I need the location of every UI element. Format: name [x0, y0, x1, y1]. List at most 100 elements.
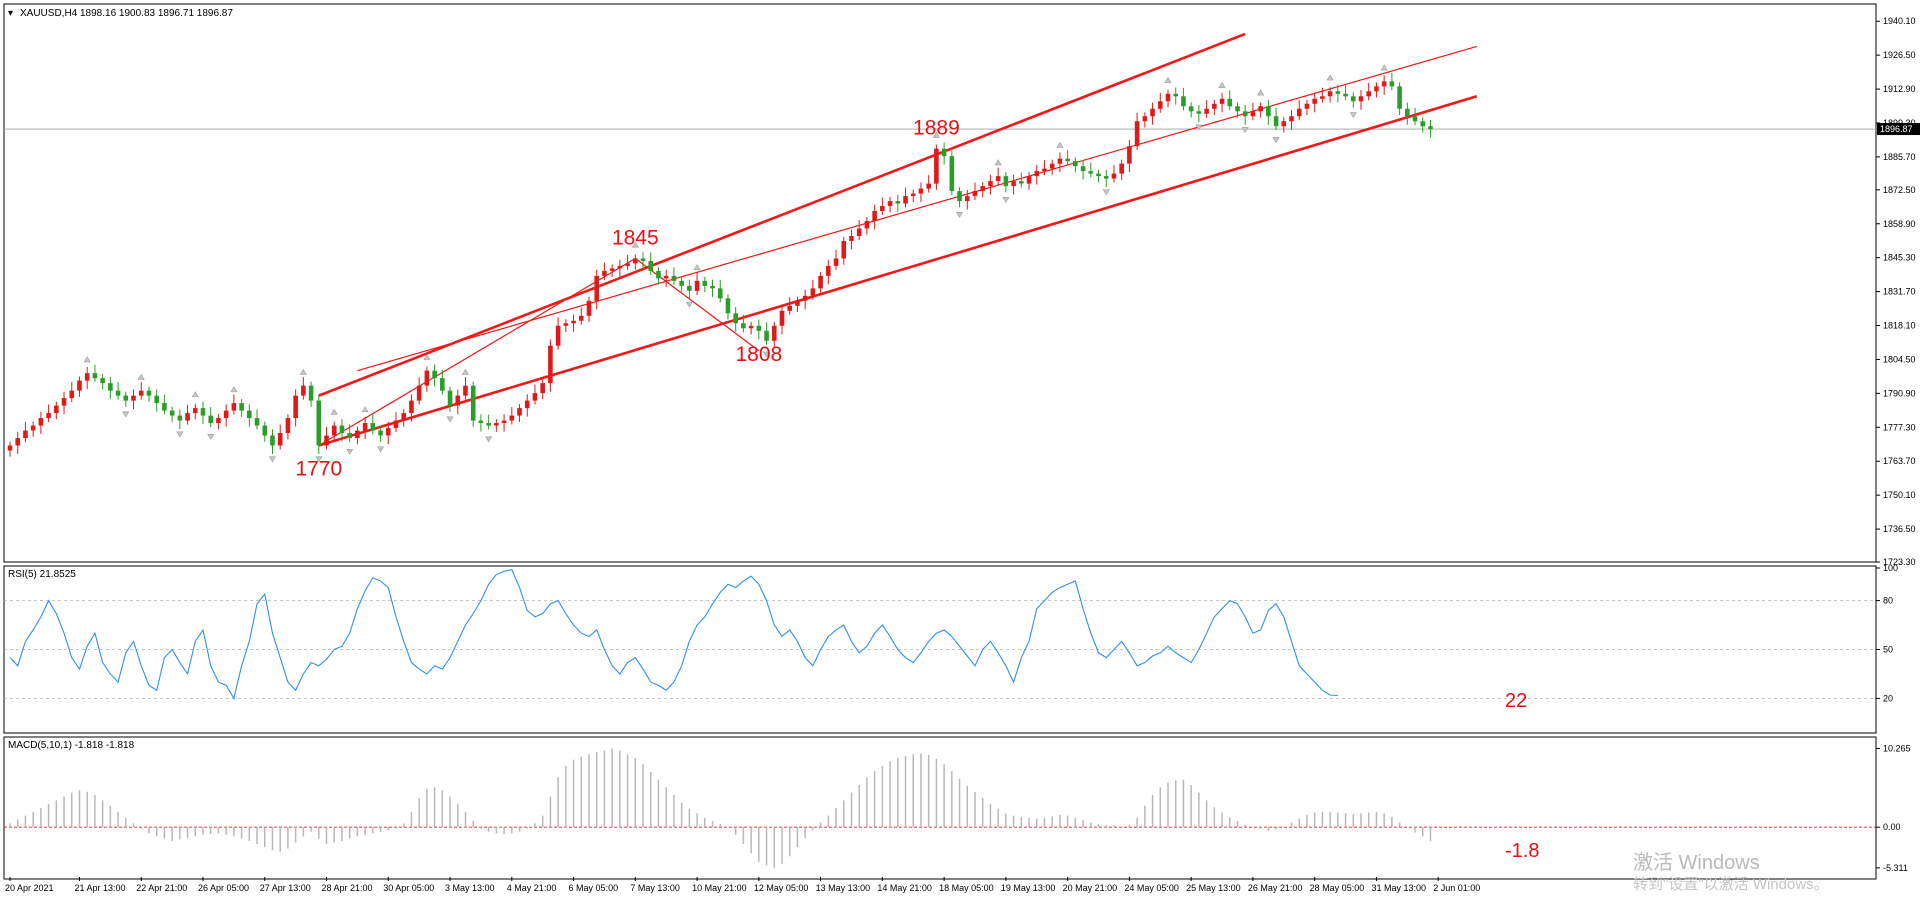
fractal-up-marker — [423, 353, 431, 360]
candle-body — [972, 191, 978, 197]
candle-body — [216, 418, 221, 424]
candle-body — [177, 415, 183, 421]
y-tick-label: 1912.90 — [1883, 84, 1916, 94]
candle-body — [494, 423, 499, 426]
candle-body — [787, 305, 793, 311]
candle-body — [38, 418, 44, 426]
x-tick-label: 26 Apr 05:00 — [198, 883, 249, 893]
candle-body — [1389, 81, 1395, 87]
candle-body — [1219, 98, 1225, 104]
fractal-up-marker — [1218, 81, 1226, 88]
price-marker-label: 1770 — [295, 458, 342, 481]
activation-watermark-line1: 激活 Windows — [1633, 851, 1760, 874]
candle-body — [308, 385, 314, 401]
candle-body — [239, 403, 244, 411]
candles — [7, 64, 1433, 463]
candle-body — [1296, 108, 1302, 117]
x-tick-label: 22 Apr 21:00 — [136, 883, 187, 893]
candle-body — [131, 395, 136, 401]
candle-body — [1142, 116, 1148, 122]
candle-body — [1011, 181, 1016, 187]
fractal-down-marker — [485, 436, 493, 443]
candle-body — [339, 425, 345, 434]
candle-body — [1428, 126, 1433, 130]
fractal-down-marker — [1349, 112, 1357, 119]
candle-body — [679, 280, 684, 286]
y-tick-label: 1790.90 — [1883, 388, 1916, 398]
candle-body — [532, 393, 538, 401]
candle-body — [486, 423, 491, 426]
candle-body — [1350, 96, 1356, 102]
candle-body — [849, 235, 854, 241]
x-tick-label: 20 May 21:00 — [1063, 883, 1118, 893]
candle-body — [247, 410, 252, 419]
x-tick-label: 7 May 13:00 — [630, 883, 680, 893]
candle-body — [501, 420, 507, 424]
candle-body — [1281, 121, 1287, 127]
candle-body — [1157, 101, 1163, 109]
x-tick-label: 3 May 13:00 — [445, 883, 495, 893]
candle-body — [1420, 121, 1426, 127]
candle-body — [1188, 106, 1194, 112]
candle-body — [1320, 96, 1325, 99]
x-tick-label: 25 May 13:00 — [1186, 883, 1241, 893]
x-tick-label: 12 May 05:00 — [754, 883, 809, 893]
candle-body — [347, 433, 352, 439]
axes: 1940.10 1926.50 1912.90 1899.30 1885.70 1872.… — [5, 16, 1920, 893]
candle-body — [301, 385, 306, 396]
chevron-down-icon[interactable]: ▾ — [8, 8, 13, 19]
candle-body — [517, 408, 522, 416]
candle-body — [1312, 98, 1317, 104]
fractal-up-marker — [299, 368, 307, 375]
candle-body — [1096, 173, 1101, 177]
candle-body — [609, 268, 615, 271]
candle-body — [108, 383, 113, 391]
candle-body — [741, 323, 746, 329]
candle-body — [1196, 111, 1202, 114]
candle-body — [1412, 116, 1418, 122]
candle-body — [138, 390, 144, 396]
macd-y-tick-label: 0.00 — [1883, 822, 1901, 832]
candle-body — [733, 313, 738, 324]
fractal-down-marker — [315, 456, 323, 463]
candle-body — [362, 423, 368, 431]
fractal-up-marker — [361, 406, 369, 413]
candle-body — [671, 275, 677, 281]
fractal-up-marker — [330, 408, 338, 415]
candle-body — [393, 420, 399, 429]
candle-body — [941, 148, 947, 157]
candle-body — [1119, 163, 1124, 174]
x-tick-label: 28 Apr 21:00 — [322, 883, 373, 893]
rsi-last-label: 22 — [1505, 690, 1527, 712]
fractal-down-marker — [446, 416, 454, 423]
candle-body — [810, 288, 816, 296]
x-tick-label: 6 May 05:00 — [569, 883, 619, 893]
candle-body — [424, 370, 430, 386]
y-tick-label: 1885.70 — [1883, 152, 1916, 162]
candle-body — [1235, 106, 1240, 112]
candle-body — [447, 390, 453, 406]
candle-body — [540, 383, 545, 394]
y-tick-label: 1723.30 — [1883, 557, 1916, 567]
candle-body — [1003, 176, 1009, 187]
candle-body — [1134, 121, 1140, 147]
candle-body — [934, 148, 939, 184]
y-tick-label: 1736.50 — [1883, 524, 1916, 534]
rsi-plot — [4, 568, 1876, 700]
x-tick-label: 30 Apr 05:00 — [383, 883, 434, 893]
fractal-down-marker — [207, 433, 215, 440]
candle-body — [115, 390, 121, 396]
y-tick-label: 1845.30 — [1883, 253, 1916, 263]
candle-body — [710, 285, 715, 289]
y-tick-label: 1804.50 — [1883, 354, 1916, 364]
y-tick-label: 1763.70 — [1883, 456, 1916, 466]
candle-body — [270, 435, 275, 446]
candle-body — [146, 390, 152, 396]
fractal-up-marker — [137, 373, 145, 380]
fractal-up-marker — [994, 159, 1002, 166]
candle-body — [1026, 176, 1032, 184]
candle-body — [1212, 103, 1217, 109]
candle-body — [702, 280, 708, 286]
candle-body — [625, 263, 630, 266]
